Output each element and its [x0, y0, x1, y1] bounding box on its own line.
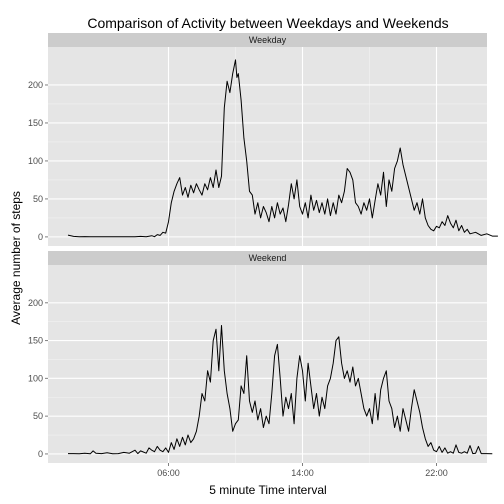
panel-strip-label: Weekend	[249, 253, 287, 263]
y-tick-label: 100	[28, 373, 43, 383]
x-tick-label: 14:00	[291, 468, 314, 478]
y-tick-label: 150	[28, 336, 43, 346]
panel-weekend: Weekend 0 50 100 150 200 06:00 14:00 22:00	[28, 251, 493, 478]
y-axis-title: Average number of steps	[9, 191, 23, 325]
y-tick-label: 150	[28, 118, 43, 128]
y-tick-label: 0	[38, 232, 43, 242]
panel-background	[48, 265, 487, 463]
y-tick-label: 0	[38, 449, 43, 459]
y-tick-label: 200	[28, 298, 43, 308]
x-tick-label: 22:00	[425, 468, 448, 478]
y-tick-label: 100	[28, 156, 43, 166]
chart-panels: Weekday 0 50 100 150 200 Weekend 0 50 100 150 200 06…	[28, 33, 498, 478]
x-axis-title: 5 minute Time interval	[209, 483, 326, 497]
panel-strip	[48, 251, 487, 265]
panel-weekday: Weekday 0 50 100 150 200	[28, 33, 498, 246]
y-tick-label: 50	[33, 194, 43, 204]
panel-background	[48, 47, 487, 246]
x-tick-label: 06:00	[157, 468, 180, 478]
panel-strip	[48, 33, 487, 47]
chart-title: Comparison of Activity between Weekdays …	[87, 15, 448, 31]
panel-strip-label: Weekday	[249, 35, 287, 45]
series-line-weekday	[67, 59, 498, 238]
y-tick-label: 200	[28, 80, 43, 90]
series-line-weekend	[68, 325, 493, 455]
y-tick-label: 50	[33, 411, 43, 421]
